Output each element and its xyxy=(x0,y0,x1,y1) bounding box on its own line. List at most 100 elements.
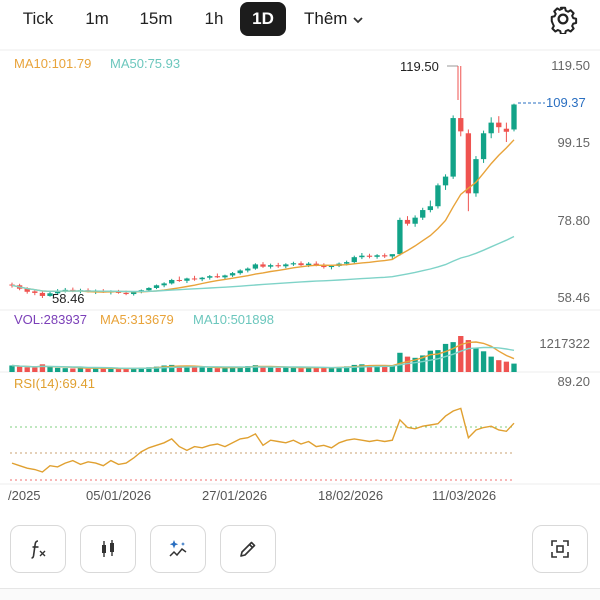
volume-bar xyxy=(9,365,15,372)
volume-bar xyxy=(427,350,433,372)
volume-ma10-line xyxy=(11,346,515,369)
candle-body xyxy=(374,255,380,257)
volume-bar xyxy=(473,347,479,372)
chart-area[interactable]: MA10:101.79 MA50:75.93 119.50 58.46 109.… xyxy=(0,38,600,518)
volume-bar xyxy=(54,367,61,372)
candle-body xyxy=(503,128,510,132)
candle-type-button[interactable] xyxy=(80,525,136,573)
volume-bar xyxy=(176,366,182,372)
volume-bar xyxy=(503,361,510,372)
sparkle-chart-icon xyxy=(169,540,187,557)
candle-body xyxy=(404,219,411,224)
timeframe-tabbar: Tick 1m 15m 1h 1D Thêm xyxy=(0,0,600,38)
candle-body xyxy=(237,270,243,274)
volume-bar xyxy=(328,367,335,372)
volume-bar xyxy=(62,368,68,372)
date-label-0: /2025 xyxy=(8,488,41,503)
price-chart-svg[interactable] xyxy=(0,38,600,518)
rsi-line-group xyxy=(11,407,515,473)
candle-body xyxy=(442,176,449,186)
volume-bar xyxy=(321,367,327,372)
volume-bar xyxy=(412,357,418,372)
candle-body xyxy=(382,255,388,257)
tab-1d[interactable]: 1D xyxy=(240,2,286,36)
rsi-value-label: RSI(14):69.41 xyxy=(14,376,95,391)
volume-bar xyxy=(283,367,289,372)
price-axis-label-3: 78.80 xyxy=(557,213,590,228)
candle-body xyxy=(275,265,281,267)
vol-value-label: VOL:283937 xyxy=(14,312,88,327)
candle-body xyxy=(473,159,479,194)
volume-bars-group xyxy=(9,336,517,372)
volume-bar xyxy=(138,367,144,372)
volume-bar xyxy=(199,367,205,372)
ai-analysis-button[interactable] xyxy=(150,525,206,573)
more-timeframes-dropdown[interactable]: Thêm xyxy=(304,2,365,36)
candle-body xyxy=(511,104,517,130)
volume-bar xyxy=(32,367,38,372)
candle-body xyxy=(9,284,15,286)
volume-bar xyxy=(222,367,228,372)
drawing-tool-button[interactable] xyxy=(220,525,276,573)
candle-body xyxy=(39,292,46,296)
volume-bar xyxy=(229,366,236,372)
high-price-label: 119.50 xyxy=(400,59,439,74)
candle-body xyxy=(488,122,494,134)
candle-body xyxy=(465,133,472,194)
candle-body xyxy=(450,118,456,177)
candle-body xyxy=(458,118,464,132)
candle-body xyxy=(153,285,160,288)
candle-body xyxy=(252,264,259,269)
candle-body xyxy=(123,292,129,295)
volume-bar xyxy=(191,367,198,372)
volume-bar xyxy=(184,366,190,372)
date-label-3: 18/02/2026 xyxy=(318,488,384,503)
volume-bar xyxy=(93,368,99,372)
tab-1h[interactable]: 1h xyxy=(204,9,224,28)
volume-bar xyxy=(77,367,84,372)
rsi-axis-max: 89.20 xyxy=(557,374,590,389)
candle-body xyxy=(207,276,213,278)
volume-bar xyxy=(275,367,281,372)
fullscreen-icon xyxy=(551,540,569,558)
candle-body xyxy=(344,262,350,264)
volume-bar xyxy=(435,350,441,372)
candle-body xyxy=(412,217,418,224)
volume-axis-max: 1217322 xyxy=(539,336,590,351)
candle-body xyxy=(359,255,365,258)
ma10-value-label: MA10:101.79 xyxy=(14,56,92,71)
pencil-icon xyxy=(240,541,256,557)
candle-body xyxy=(389,254,395,257)
candle-body xyxy=(260,264,266,267)
volume-bar xyxy=(290,367,297,372)
volume-bar xyxy=(397,352,403,372)
current-price-label: 109.37 xyxy=(546,95,586,110)
volume-bar xyxy=(382,366,388,372)
candle-body xyxy=(366,255,373,257)
candle-body xyxy=(427,206,433,211)
volume-bar xyxy=(389,366,395,372)
candle-body xyxy=(191,278,198,280)
candle-body xyxy=(184,278,190,281)
candle-body xyxy=(54,290,61,294)
volume-bar xyxy=(16,366,23,372)
candle-body xyxy=(222,275,228,278)
date-label-1: 05/01/2026 xyxy=(86,488,152,503)
candle-body xyxy=(47,293,53,296)
ma50-value-label: MA50:75.93 xyxy=(110,56,181,71)
tab-15m[interactable]: 15m xyxy=(139,9,173,28)
tab-tick[interactable]: Tick xyxy=(22,9,54,28)
volume-bar xyxy=(366,365,373,372)
volume-bar xyxy=(146,367,152,372)
volume-bar xyxy=(153,366,160,372)
candle-body xyxy=(169,279,175,284)
volume-bar xyxy=(207,367,213,372)
tab-1m[interactable]: 1m xyxy=(85,9,109,28)
indicator-button[interactable] xyxy=(10,525,66,573)
rsi-line xyxy=(11,407,515,473)
volume-bar xyxy=(480,351,487,372)
volume-bar xyxy=(161,365,167,372)
fullscreen-button[interactable] xyxy=(532,525,588,573)
gear-icon[interactable] xyxy=(548,4,578,34)
candle-body xyxy=(480,133,487,160)
